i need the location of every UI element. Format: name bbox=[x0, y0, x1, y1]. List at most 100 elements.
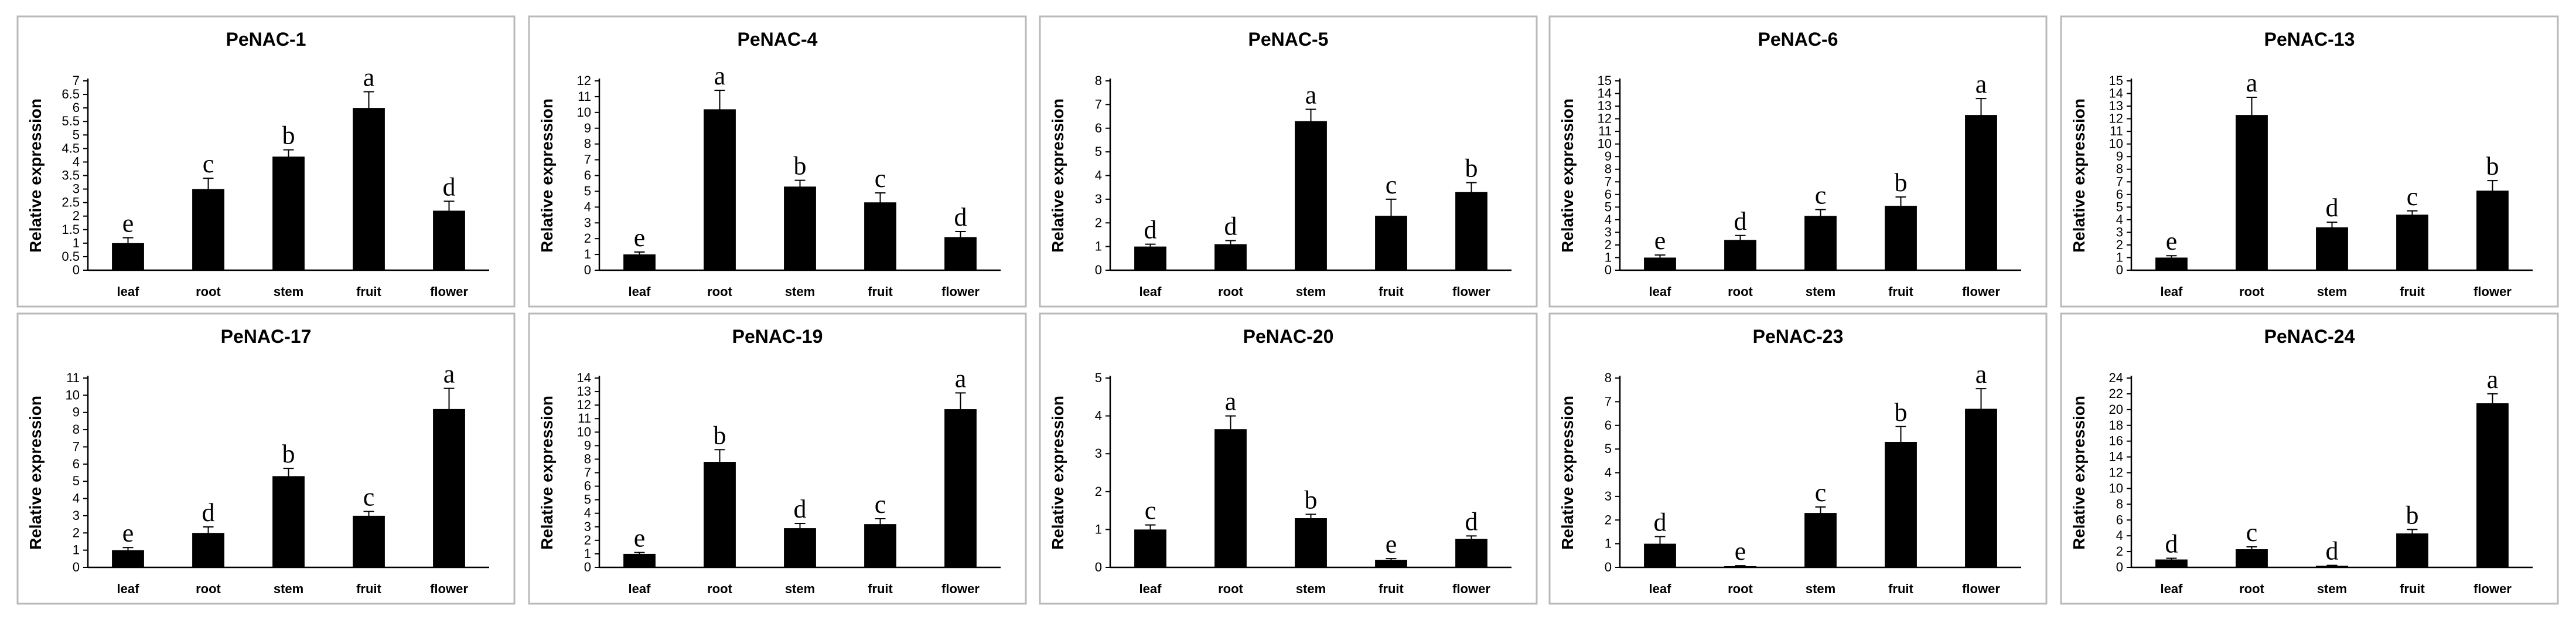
bar bbox=[2236, 115, 2268, 270]
significance-letter: a bbox=[2246, 69, 2258, 97]
bar bbox=[784, 528, 816, 567]
significance-letter: b bbox=[2486, 152, 2499, 181]
x-tick-label: root bbox=[1728, 284, 1753, 299]
y-tick-label: 10 bbox=[577, 105, 591, 120]
significance-letter: e bbox=[1386, 530, 1397, 559]
y-tick-label: 8 bbox=[584, 137, 591, 151]
y-tick-label: 5 bbox=[2116, 199, 2123, 214]
x-tick-label: stem bbox=[785, 581, 815, 596]
x-tick-label: root bbox=[707, 284, 732, 299]
y-tick-label: 12 bbox=[577, 397, 591, 412]
y-tick-label: 6.5 bbox=[62, 87, 80, 101]
x-tick-label: fruit bbox=[1379, 581, 1404, 596]
y-tick-label: 7 bbox=[584, 465, 591, 480]
significance-letter: a bbox=[714, 62, 726, 90]
chart-title: PeNAC-13 bbox=[2264, 29, 2355, 50]
x-tick-label: leaf bbox=[629, 284, 651, 299]
bar bbox=[2236, 549, 2268, 567]
bar bbox=[353, 515, 385, 567]
panel-frame bbox=[2060, 312, 2559, 605]
panel-frame bbox=[16, 15, 516, 308]
x-tick-label: leaf bbox=[1649, 284, 1672, 299]
y-tick-label: 2.5 bbox=[62, 195, 80, 210]
x-tick-label: stem bbox=[274, 284, 303, 299]
y-tick-label: 10 bbox=[577, 424, 591, 439]
significance-letter: d bbox=[1224, 212, 1237, 241]
y-tick-label: 8 bbox=[1605, 370, 1612, 385]
y-tick-label: 9 bbox=[73, 405, 80, 420]
y-tick-label: 5 bbox=[1095, 370, 1102, 385]
panel-frame bbox=[1039, 312, 1538, 605]
x-tick-label: root bbox=[2239, 581, 2264, 596]
significance-letter: e bbox=[1654, 226, 1666, 255]
y-tick-label: 13 bbox=[1598, 98, 1612, 113]
y-tick-label: 0 bbox=[584, 263, 591, 277]
bar bbox=[623, 553, 656, 567]
y-tick-label: 1 bbox=[1605, 250, 1612, 264]
y-tick-label: 10 bbox=[2109, 137, 2123, 151]
y-axis-label: Relative expression bbox=[2070, 98, 2088, 253]
x-tick-label: flower bbox=[2473, 581, 2512, 596]
y-tick-label: 20 bbox=[2109, 402, 2123, 417]
y-tick-label: 18 bbox=[2109, 418, 2123, 433]
panel-frame bbox=[2060, 15, 2559, 308]
y-tick-label: 5 bbox=[584, 492, 591, 507]
significance-letter: a bbox=[1975, 70, 1987, 98]
bar bbox=[2396, 533, 2428, 567]
bar bbox=[1455, 192, 1487, 270]
y-tick-label: 2 bbox=[584, 231, 591, 246]
bar bbox=[1455, 539, 1487, 567]
x-tick-label: stem bbox=[785, 284, 815, 299]
x-tick-label: stem bbox=[2317, 581, 2347, 596]
chart-panel: PeNAC-1 Relative expression 00.511.522.533… bbox=[16, 15, 516, 308]
y-tick-label: 7 bbox=[73, 73, 80, 88]
significance-letter: d bbox=[2165, 530, 2178, 559]
significance-letter: e bbox=[122, 209, 134, 238]
y-axis-label: Relative expression bbox=[1049, 98, 1067, 253]
significance-letter: c bbox=[2407, 182, 2418, 211]
y-axis-label: Relative expression bbox=[538, 396, 556, 550]
x-tick-label: leaf bbox=[2161, 581, 2183, 596]
y-tick-label: 13 bbox=[2109, 98, 2123, 113]
significance-letter: e bbox=[2166, 227, 2178, 256]
bar bbox=[1134, 529, 1166, 567]
y-tick-label: 12 bbox=[2109, 111, 2123, 126]
y-tick-label: 5.5 bbox=[62, 114, 80, 128]
significance-letter: e bbox=[634, 223, 646, 252]
y-tick-label: 1 bbox=[1095, 522, 1102, 536]
y-tick-label: 0 bbox=[1095, 263, 1102, 277]
y-axis-label: Relative expression bbox=[538, 98, 556, 253]
chart-panel: PeNAC-23 Relative expression 0 1 2 3 4 5 6 7 8 d lea… bbox=[1548, 312, 2048, 605]
bar bbox=[353, 108, 385, 270]
y-tick-label: 14 bbox=[2109, 450, 2123, 464]
significance-letter: b bbox=[1895, 168, 1908, 197]
y-tick-label: 5 bbox=[73, 474, 80, 488]
bar bbox=[1295, 518, 1327, 567]
x-tick-label: stem bbox=[1296, 284, 1326, 299]
y-tick-label: 0 bbox=[584, 560, 591, 574]
significance-letter: c bbox=[363, 483, 375, 512]
significance-letter: c bbox=[1815, 181, 1827, 210]
chart-title: PeNAC-24 bbox=[2264, 326, 2355, 347]
x-tick-label: root bbox=[1728, 581, 1753, 596]
y-tick-label: 4 bbox=[73, 491, 80, 506]
bar bbox=[2396, 215, 2428, 270]
bar bbox=[1644, 257, 1676, 270]
y-tick-label: 1 bbox=[1095, 239, 1102, 254]
y-tick-label: 11 bbox=[1598, 124, 1612, 138]
y-tick-label: 0 bbox=[73, 560, 80, 574]
y-tick-label: 2 bbox=[73, 525, 80, 540]
bar bbox=[704, 109, 736, 270]
bar bbox=[433, 409, 465, 567]
bar bbox=[192, 189, 224, 270]
y-tick-label: 5 bbox=[1095, 144, 1102, 159]
x-tick-label: root bbox=[1218, 284, 1243, 299]
bar bbox=[1965, 115, 1997, 270]
x-tick-label: stem bbox=[274, 581, 303, 596]
y-tick-label: 6 bbox=[73, 457, 80, 471]
x-tick-label: root bbox=[2239, 284, 2264, 299]
x-tick-label: leaf bbox=[1139, 581, 1162, 596]
